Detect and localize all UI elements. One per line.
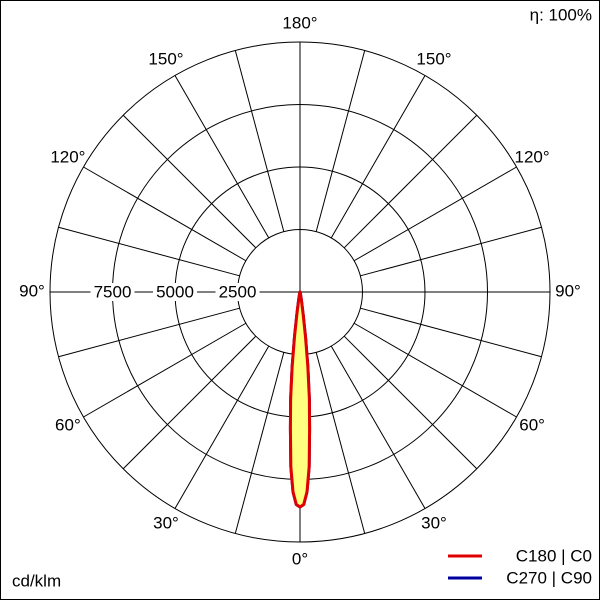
radial-grid-line [315, 50, 366, 232]
ring-label: 2500 [219, 282, 257, 301]
angle-label: 90° [19, 281, 45, 300]
angle-label: 30° [153, 514, 179, 533]
outer-ring [49, 41, 551, 543]
angle-label: 60° [55, 415, 81, 434]
radial-grid-line [58, 226, 240, 277]
radial-grid-line [360, 226, 542, 277]
ring-label-bg [153, 283, 197, 301]
angle-label: 150° [148, 49, 183, 68]
radial-grid-line [83, 166, 247, 262]
radial-grid-line [315, 352, 366, 534]
radial-grid-line [174, 345, 270, 509]
ring-label-bg [90, 283, 135, 301]
ring-label: 5000 [156, 282, 194, 301]
angle-label: 90° [555, 281, 581, 300]
ring-label-bg [215, 283, 260, 301]
radial-grid-line [234, 352, 285, 534]
radial-grid-line [122, 114, 257, 249]
radial-grid-line [330, 345, 426, 509]
radial-grid-line [58, 307, 240, 358]
radial-grid-line [234, 50, 285, 232]
angle-label: 60° [519, 415, 545, 434]
angle-label: 180° [282, 13, 317, 32]
radial-grid-line [360, 307, 542, 358]
radial-grid-line [330, 75, 426, 239]
angle-label: 150° [416, 49, 451, 68]
angle-label: 0° [292, 549, 308, 568]
efficiency: η: 100% [530, 5, 592, 24]
angle-label: 120° [50, 147, 85, 166]
radial-grid-line [174, 75, 270, 239]
angle-label: 30° [421, 514, 447, 533]
radial-grid-line [343, 335, 478, 470]
legend-label: C180 | C0 [516, 546, 592, 565]
angle-label: 120° [515, 147, 550, 166]
radial-grid-line [353, 322, 517, 418]
radial-grid-line [343, 114, 478, 249]
radial-grid-line [83, 322, 247, 418]
unit-label: cd/klm [12, 571, 61, 590]
radial-grid-line [353, 166, 517, 262]
legend-label: C270 | C90 [506, 568, 592, 587]
ring-label: 7500 [94, 282, 132, 301]
radial-grid-line [122, 335, 257, 470]
intensity-curve [288, 290, 312, 509]
